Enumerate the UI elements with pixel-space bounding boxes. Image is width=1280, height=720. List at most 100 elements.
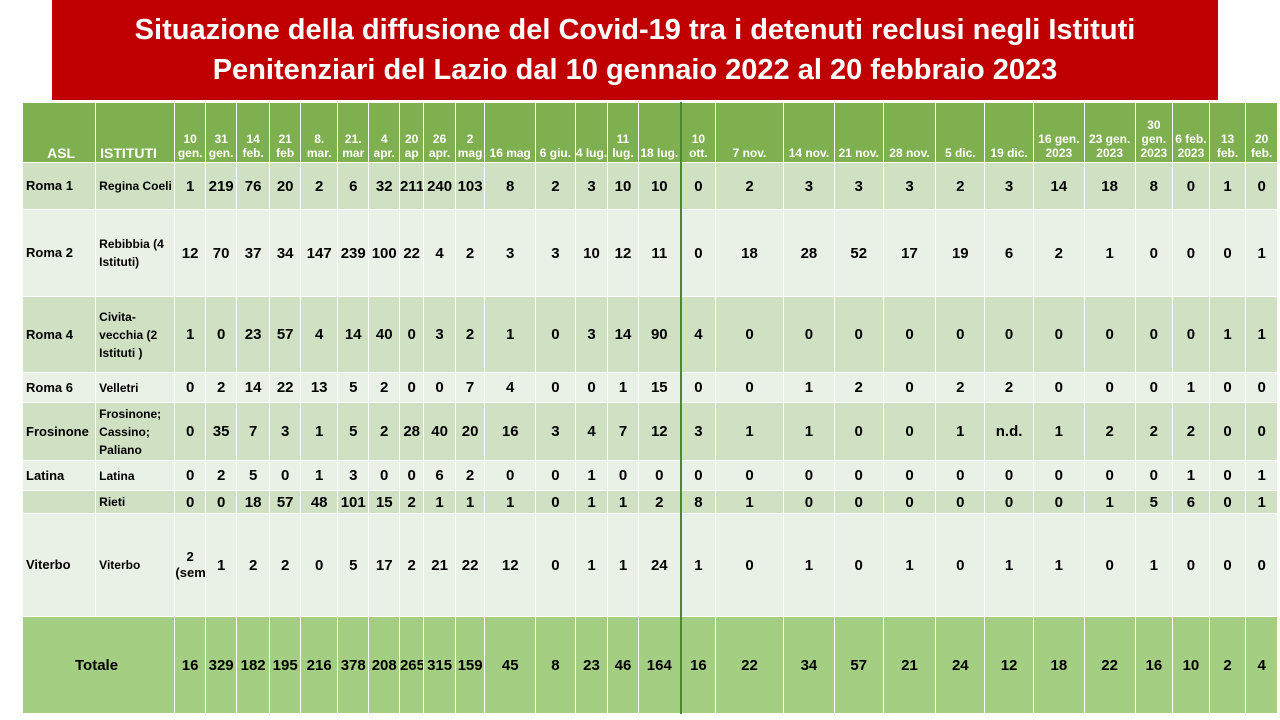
header-date: 4 lug.: [574, 102, 609, 163]
value-cell: 1: [714, 490, 785, 514]
total-value: 208: [368, 616, 400, 714]
table-row: Roma 2 Rebibbia (4 Istituti) 12 70 37 34 147 23…: [21, 209, 1278, 297]
header-date: 4 apr.: [368, 102, 400, 163]
value-cell: 12: [607, 209, 639, 297]
value-cell: 0: [1208, 490, 1247, 514]
value-cell: 0: [1208, 402, 1247, 461]
value-cell: 0: [783, 296, 835, 373]
asl-cell: Viterbo: [21, 513, 97, 617]
header-date: 28 nov.: [882, 102, 937, 163]
value-cell: 1: [783, 513, 835, 617]
value-cell: 100: [368, 209, 400, 297]
header-date: 5 dic.: [935, 102, 986, 163]
asl-cell: Roma 1: [21, 162, 97, 210]
value-cell: 28: [783, 209, 835, 297]
istituti-cell: Rieti: [95, 490, 176, 514]
value-cell: 40: [423, 402, 456, 461]
value-cell: 3: [984, 162, 1034, 210]
value-cell: 8: [484, 162, 537, 210]
value-cell: 0: [1172, 296, 1210, 373]
value-cell: 0: [535, 490, 576, 514]
header-date: 13 feb.: [1208, 102, 1247, 163]
value-cell: 1: [1172, 372, 1210, 403]
value-cell: 1: [679, 513, 716, 617]
value-cell: 20: [268, 162, 302, 210]
value-cell: 5: [236, 460, 270, 491]
value-cell: 0: [268, 460, 302, 491]
value-cell: 12: [637, 402, 682, 461]
table-row: Rieti 0 0 18 57 48 101 15 2 1 1 1 0 1 1 2 8 1 0 0 0 0 0 0 1 5 6 0 1: [21, 490, 1278, 514]
value-cell: 0: [1083, 372, 1136, 403]
value-cell: 0: [1245, 162, 1278, 210]
total-value: 23: [574, 616, 609, 714]
value-cell: 1: [1245, 490, 1278, 514]
header-date: 11 lug.: [607, 102, 639, 163]
value-cell: 4: [423, 209, 456, 297]
value-cell: 0: [1134, 296, 1174, 373]
total-value: 4: [1245, 616, 1278, 714]
value-cell: 1: [300, 402, 338, 461]
value-cell: 147: [300, 209, 338, 297]
value-cell: 0: [882, 296, 937, 373]
value-cell: 0: [714, 513, 785, 617]
value-cell: 0: [679, 209, 716, 297]
total-value: 16: [174, 616, 206, 714]
total-value: 57: [833, 616, 884, 714]
value-cell: 17: [368, 513, 400, 617]
value-cell: 0: [174, 402, 206, 461]
total-value: 182: [236, 616, 270, 714]
value-cell: 14: [336, 296, 370, 373]
total-value: 12: [984, 616, 1034, 714]
header-date: 10 ott.: [679, 102, 716, 163]
title-line-1: Situazione della diffusione del Covid-19…: [134, 14, 1136, 46]
value-cell: 3: [679, 402, 716, 461]
value-cell: 0: [1083, 513, 1136, 617]
value-cell: 240: [423, 162, 456, 210]
value-cell: 14: [1032, 162, 1085, 210]
asl-cell: Roma 6: [21, 372, 97, 403]
asl-cell: [21, 490, 97, 514]
total-value: 34: [783, 616, 835, 714]
value-cell: 0: [882, 372, 937, 403]
header-date: 19 dic.: [984, 102, 1034, 163]
value-cell: 2: [368, 402, 400, 461]
value-cell: 6: [336, 162, 370, 210]
value-cell: 0: [607, 460, 639, 491]
value-cell: 1: [607, 372, 639, 403]
header-asl: ASL: [21, 102, 97, 163]
value-cell: 1: [454, 490, 486, 514]
value-cell: 7: [236, 402, 270, 461]
header-date: 20 feb.: [1245, 102, 1278, 163]
value-cell: 0: [714, 296, 785, 373]
value-cell: 0: [484, 460, 537, 491]
value-cell: 3: [336, 460, 370, 491]
value-cell: 3: [882, 162, 937, 210]
value-cell: 2: [1134, 402, 1174, 461]
value-cell: 10: [607, 162, 639, 210]
value-cell: 2: [454, 296, 486, 373]
value-cell: 1: [574, 513, 609, 617]
istituti-cell: Viterbo: [95, 513, 176, 617]
value-cell: 0: [398, 460, 425, 491]
header-date: 23 gen. 2023: [1083, 102, 1136, 163]
total-value: 2: [1208, 616, 1247, 714]
value-cell: 2: [935, 162, 986, 210]
value-cell: 2: [368, 372, 400, 403]
value-cell: 1: [204, 513, 238, 617]
value-cell: 1: [574, 460, 609, 491]
value-cell: 19: [935, 209, 986, 297]
total-value: 18: [1032, 616, 1085, 714]
header-date: 21. mar: [336, 102, 370, 163]
value-cell: 5: [1134, 490, 1174, 514]
header-date: 2 mag: [454, 102, 486, 163]
value-cell: 2: [984, 372, 1034, 403]
value-cell: 5: [336, 513, 370, 617]
total-value: 164: [637, 616, 682, 714]
value-cell: 2: [1172, 402, 1210, 461]
value-cell: 2: [236, 513, 270, 617]
value-cell: 219: [204, 162, 238, 210]
table-row: Latina Latina 0 2 5 0 1 3 0 0 6 2 0 0 1 0 0 0 0 0 0 0 0 0 0 0 0 1 0 1: [21, 460, 1278, 491]
value-cell: 0: [984, 296, 1034, 373]
table-row: Frosinone Frosinone; Cassino; Paliano 0 35 7…: [21, 402, 1278, 461]
istituti-cell: Latina: [95, 460, 176, 491]
